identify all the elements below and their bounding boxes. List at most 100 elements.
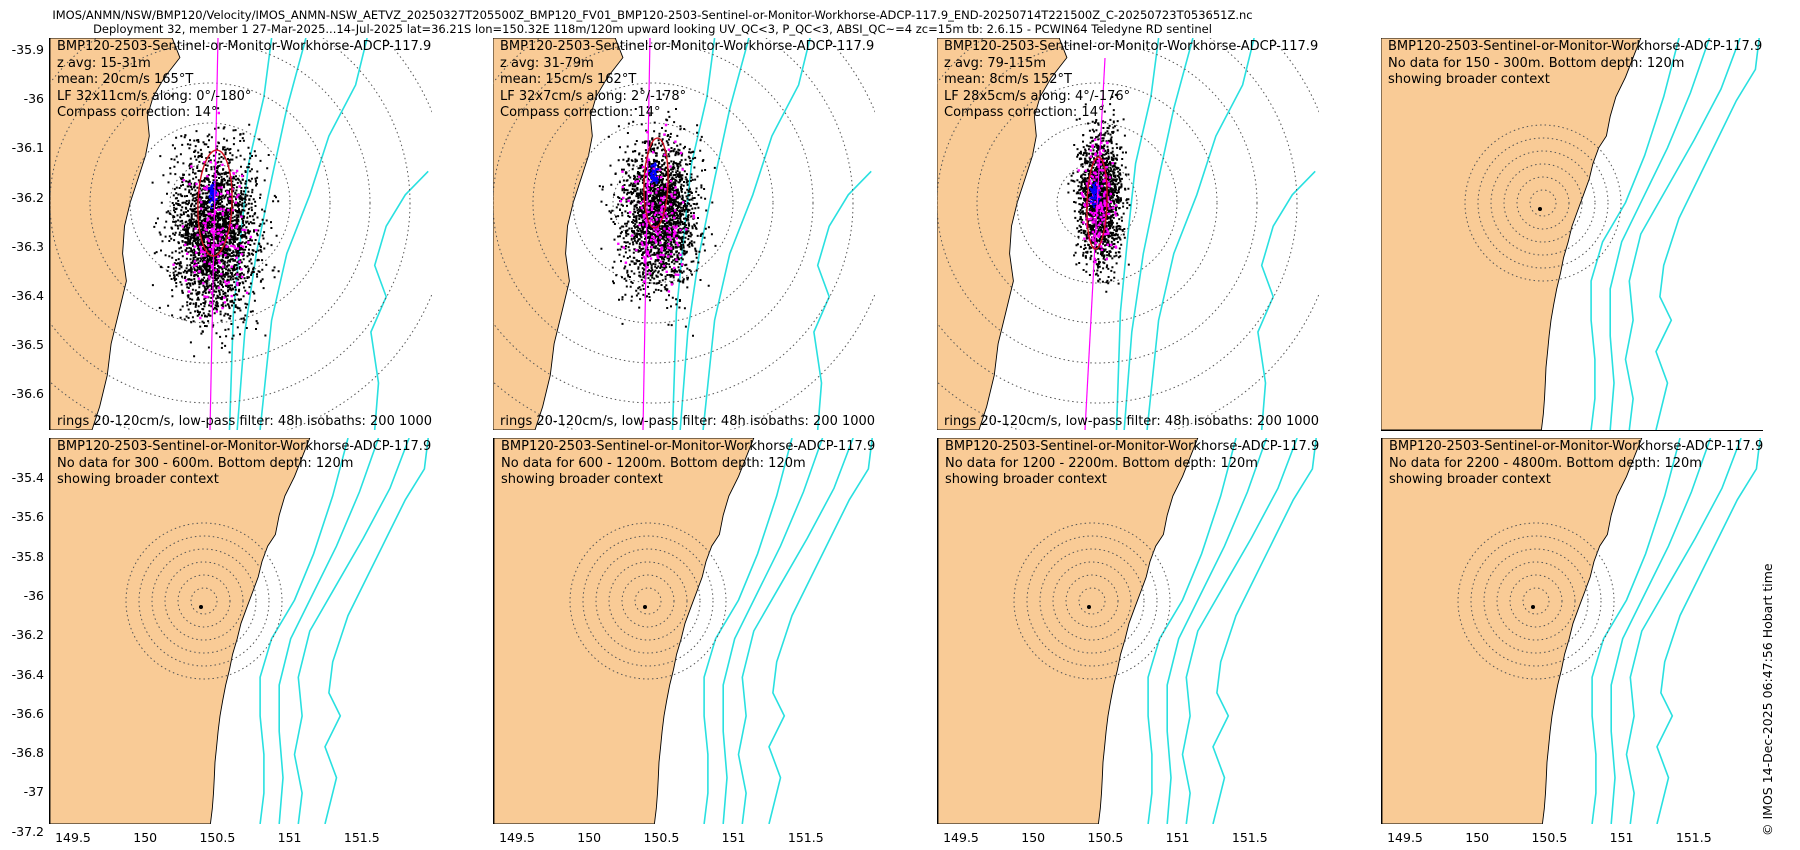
panel-info-line: LF 32x7cm/s along: 2°/-178°	[500, 88, 687, 104]
scatter-lowpass	[172, 111, 258, 320]
panel-info-line: mean: 15cm/s 162°T	[500, 72, 637, 87]
header-deployment: Deployment 32, member 1 27-Mar-2025...14…	[93, 22, 1212, 36]
speed-ring-1	[612, 162, 694, 244]
context-ring-3	[1052, 561, 1132, 641]
context-ring-4	[1039, 548, 1145, 654]
panel-info-line: z avg: 79-115m	[944, 55, 1047, 71]
isobath-line-4000	[1655, 38, 1760, 430]
land-coastline	[50, 38, 181, 430]
y-tick-label-top: -35.9	[11, 42, 44, 57]
panel-8-plot	[1382, 438, 1764, 824]
x-tick-label: 151	[277, 830, 302, 845]
isobath-line-1000	[722, 438, 824, 824]
panel-info-line: z avg: 31-79m	[500, 55, 594, 71]
x-tick-label: 150.5	[1531, 830, 1568, 845]
isobath-line-200	[1115, 38, 1160, 430]
isobath-line-1000	[1166, 438, 1268, 824]
panel-annotation: BMP120-2503-Sentinel-or-Monitor-Workhors…	[1389, 439, 1763, 489]
mooring-marker	[1531, 605, 1535, 609]
panel-title: BMP120-2503-Sentinel-or-Monitor-Workhors…	[57, 39, 432, 54]
panel-info-line: showing broader context	[1388, 72, 1550, 87]
mooring-marker	[1087, 605, 1091, 609]
context-ring-5	[1026, 535, 1158, 667]
panel-annotation: BMP120-2503-Sentinel-or-Monitor-Workhors…	[57, 439, 431, 489]
isobath-line-200	[1147, 438, 1237, 824]
y-tick-label-top: -36.3	[11, 238, 44, 254]
isobath-line-4000	[1257, 170, 1316, 430]
panel-2: BMP120-2503-Sentinel-or-Monitor-Workhors…	[493, 38, 875, 430]
y-tick-label-bottom: -36.4	[11, 666, 44, 682]
panel-7-plot	[938, 438, 1320, 824]
panel-info-line: showing broader context	[501, 472, 663, 487]
isobath-line-1000	[236, 38, 307, 430]
speed-ring-4	[50, 42, 371, 364]
panel-title: BMP120-2503-Sentinel-or-Monitor-Workhors…	[1389, 439, 1764, 454]
speed-ring-1	[169, 162, 251, 244]
panel-info-line: No data for 1200 - 2200m. Bottom depth: …	[945, 455, 1258, 471]
isobath-line-4000	[813, 170, 872, 430]
context-ring-1	[1078, 587, 1106, 615]
context-ring-5	[1470, 535, 1602, 667]
panel-info-line: No data for 300 - 600m. Bottom depth: 12…	[57, 455, 354, 471]
x-tick-label: 149.5	[499, 830, 535, 845]
isobath-line-200	[1591, 438, 1681, 824]
mooring-marker	[643, 605, 647, 609]
x-tick-label: 151.5	[787, 830, 824, 845]
x-tick-label: 149.5	[1387, 830, 1423, 845]
y-tick-label-bottom: -36.6	[11, 705, 44, 721]
principal-axis-line	[1084, 57, 1106, 430]
isobath-line-200	[1590, 38, 1680, 430]
y-tick-label-bottom: -35.6	[11, 509, 44, 525]
isobath-line-2000	[737, 438, 854, 824]
panel-info-line: No data for 600 - 1200m. Bottom depth: 1…	[501, 455, 806, 471]
land-coastline	[493, 38, 624, 430]
context-ring-4	[151, 548, 257, 654]
isobath-line-2000	[293, 438, 410, 824]
isobath-line-4000	[1212, 438, 1317, 824]
isobath-line-2000	[259, 38, 368, 430]
panel-info-line: Compass correction: 14°	[500, 105, 661, 120]
panel-5: BMP120-2503-Sentinel-or-Monitor-Workhors…	[49, 438, 432, 824]
panel-info-line: No data for 2200 - 4800m. Bottom depth: …	[1389, 455, 1702, 471]
land-coastline	[1381, 38, 1642, 430]
panel-title: BMP120-2503-Sentinel-or-Monitor-Workhors…	[57, 439, 432, 454]
panel-info-line: mean: 20cm/s 165°T	[57, 72, 194, 87]
speed-ring-5	[493, 38, 854, 404]
y-tick-label-top: -36.2	[11, 189, 44, 205]
isobath-line-1000	[278, 438, 380, 824]
isobath-line-2000	[1624, 38, 1741, 430]
speed-ring-5	[50, 38, 411, 404]
scatter-mean-cluster	[648, 162, 660, 184]
x-tick-label: 150.5	[199, 830, 236, 845]
variance-ellipse	[197, 149, 233, 257]
x-tick-label: 150	[1021, 830, 1046, 845]
panel-3-plot	[937, 38, 1319, 430]
context-ring-6	[1457, 522, 1615, 680]
panel-info-line: showing broader context	[1389, 472, 1551, 487]
panel-5-plot	[50, 438, 432, 824]
velocity-scatter-points	[598, 87, 717, 337]
panel-info-line: LF 32x11cm/s along: 0°/-180°	[57, 88, 252, 104]
context-ring-3	[1496, 561, 1576, 641]
context-ring-2	[621, 574, 675, 628]
panel-annotation: BMP120-2503-Sentinel-or-Monitor-Workhors…	[944, 39, 1318, 122]
context-ring-3	[164, 561, 244, 641]
panel-info-line: showing broader context	[945, 472, 1107, 487]
panel-7: BMP120-2503-Sentinel-or-Monitor-Workhors…	[937, 438, 1320, 824]
context-ring-1	[1529, 189, 1557, 217]
context-ring-5	[138, 535, 270, 667]
panel-2-plot	[493, 38, 875, 430]
y-tick-label-bottom: -36.2	[11, 627, 44, 643]
context-ring-4	[1490, 150, 1596, 256]
x-tick-label: 150.5	[643, 830, 680, 845]
context-ring-2	[177, 574, 231, 628]
x-tick-label: 150	[577, 830, 602, 845]
principal-axis-line	[209, 38, 219, 430]
scatter-hf	[151, 94, 280, 358]
isobath-line-2000	[1146, 38, 1255, 430]
x-tick-label: 150	[133, 830, 158, 845]
panel-footer: rings 20-120cm/s, low-pass filter: 48h i…	[944, 414, 1319, 429]
panel-8: BMP120-2503-Sentinel-or-Monitor-Workhors…	[1381, 438, 1764, 824]
panel-info-line: Compass correction: 14°	[57, 105, 218, 120]
panel-info-line: LF 28x5cm/s along: 4°/-176°	[944, 88, 1131, 104]
